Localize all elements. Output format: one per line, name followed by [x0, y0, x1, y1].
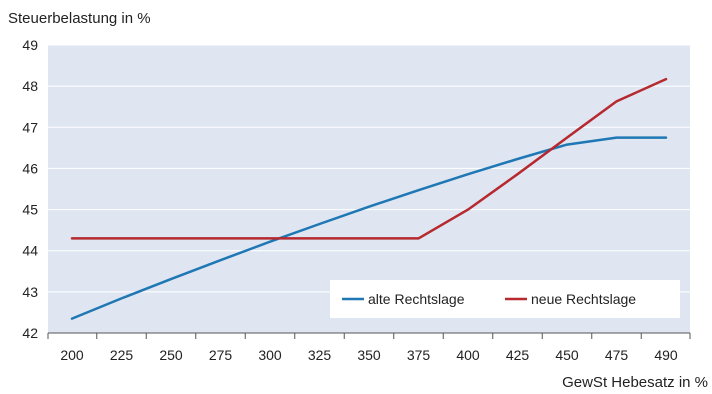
x-tick-label: 425: [506, 347, 530, 363]
series-line: [70, 136, 668, 320]
x-axis-label: GewSt Hebesatz in %: [562, 374, 708, 391]
y-tick-label: 46: [22, 160, 38, 176]
x-tick-label: 325: [308, 347, 332, 363]
y-tick-label: 42: [22, 325, 38, 341]
x-tick-label: 375: [407, 347, 431, 363]
x-tick-label: 490: [654, 347, 678, 363]
legend-label: alte Rechtslage: [368, 291, 465, 307]
series-lines: [70, 77, 668, 320]
y-tick-label: 43: [22, 284, 38, 300]
y-tick-label: 47: [22, 119, 38, 135]
y-tick-label: 45: [22, 202, 38, 218]
y-axis-label: Steuerbelastung in %: [8, 10, 151, 27]
y-tick-label: 49: [22, 37, 38, 53]
x-tick-label: 225: [110, 347, 134, 363]
series-line: [70, 77, 668, 240]
x-tick-label: 450: [555, 347, 579, 363]
y-tick-label: 48: [22, 78, 38, 94]
x-tick-label: 400: [456, 347, 480, 363]
x-tick-label: 350: [357, 347, 381, 363]
x-tick-label: 250: [159, 347, 183, 363]
y-axis: 42 43 44 45 46 47 48 49: [22, 37, 38, 341]
x-tick-label: 300: [258, 347, 282, 363]
legend-label: neue Rechtslage: [531, 291, 636, 307]
x-axis: 200 225 250 275 300 325 350 375 400 425 450 475 490: [47, 333, 691, 363]
x-tick-label: 200: [60, 347, 84, 363]
y-tick-label: 44: [22, 243, 38, 259]
x-tick-label: 275: [209, 347, 233, 363]
legend: alte Rechtslage neue Rechtslage: [330, 280, 680, 318]
x-tick-label: 475: [605, 347, 629, 363]
